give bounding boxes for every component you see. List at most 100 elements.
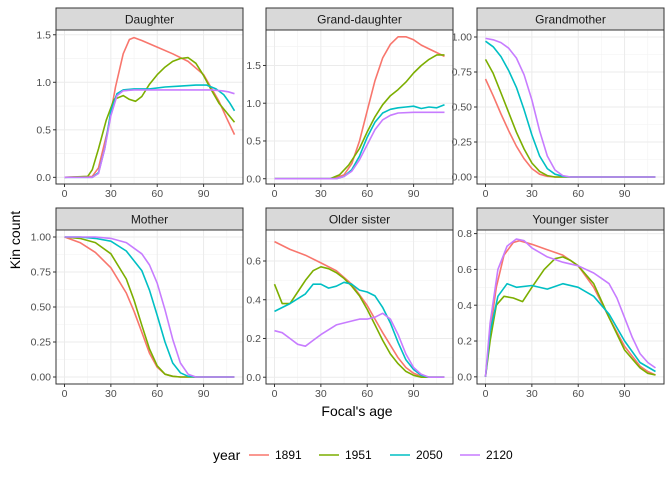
y-tick-label: 0.2 — [457, 336, 472, 348]
x-tick-label: 30 — [526, 388, 538, 400]
x-tick-label: 60 — [572, 388, 584, 400]
y-tick-label: 1.0 — [246, 98, 261, 110]
x-tick-label: 90 — [408, 188, 420, 200]
y-tick-label: 0.50 — [31, 302, 52, 314]
legend-label: 2120 — [486, 448, 513, 462]
panel-younger-sister: Younger sister 0 30 60 90 0.0 0.2 0.4 0.6 0.8 — [457, 207, 665, 400]
y-tick-label: 0.8 — [457, 228, 472, 240]
series-line-2120 — [274, 111, 445, 180]
x-tick-label: 60 — [361, 388, 373, 400]
panel-mother: Mother 0 30 60 90 0.00 0.25 0.50 0.75 1.00 — [31, 207, 244, 400]
panel-background — [477, 230, 664, 384]
series-line-1951 — [484, 59, 656, 178]
x-tick-label: 90 — [198, 388, 210, 400]
legend-label: 2050 — [416, 448, 443, 462]
y-tick-label: 1.5 — [36, 29, 51, 41]
x-tick-label: 0 — [62, 388, 68, 400]
legend-title: year — [213, 447, 241, 463]
panel-title: Daughter — [125, 13, 174, 27]
y-tick-label: 1.0 — [36, 77, 51, 89]
x-tick-label: 60 — [151, 388, 163, 400]
series-line-1891 — [64, 36, 236, 179]
y-axis-title: Kin count — [7, 211, 23, 269]
y-tick-label: 0.00 — [452, 172, 473, 184]
series-line-2050 — [64, 236, 235, 378]
series-line-2050 — [274, 281, 445, 378]
legend-item-2120: 2120 — [460, 448, 513, 462]
x-tick-label: 60 — [572, 188, 584, 200]
x-tick-label: 30 — [105, 388, 117, 400]
series-line-1891 — [274, 240, 445, 378]
y-tick-label: 1.5 — [246, 60, 261, 72]
y-tick-label: 0.5 — [36, 124, 51, 136]
series-line-1951 — [64, 236, 235, 378]
x-tick-label: 30 — [315, 388, 327, 400]
legend-item-2050: 2050 — [390, 448, 443, 462]
series-line-1891 — [274, 36, 445, 180]
panel-daughter: Daughter 0 30 60 90 0.0 0.5 1.0 1.5 — [36, 7, 244, 200]
series-line-2120 — [274, 312, 445, 378]
panel-border — [55, 29, 244, 185]
x-tick-label: 90 — [408, 388, 420, 400]
x-tick-label: 90 — [198, 188, 210, 200]
x-tick-label: 90 — [619, 388, 631, 400]
series-line-1951 — [273, 266, 445, 378]
panel-title: Mother — [131, 213, 168, 227]
y-tick-label: 0.6 — [246, 256, 261, 268]
panel-title: Younger sister — [532, 213, 608, 227]
panel-background — [266, 230, 453, 384]
panel-border — [265, 29, 454, 185]
y-tick-label: 0.4 — [246, 294, 261, 306]
y-tick-label: 0.25 — [31, 337, 52, 349]
y-tick-label: 0.6 — [457, 264, 472, 276]
x-tick-label: 60 — [151, 188, 163, 200]
x-tick-label: 30 — [315, 188, 327, 200]
legend-label: 1951 — [345, 448, 372, 462]
y-tick-label: 0.0 — [246, 173, 261, 185]
legend-label: 1891 — [275, 448, 302, 462]
x-tick-label: 0 — [272, 188, 278, 200]
y-tick-label: 1.00 — [31, 232, 52, 244]
panel-title: Older sister — [329, 213, 390, 227]
y-tick-label: 0.75 — [31, 267, 52, 279]
y-tick-label: 0.75 — [452, 67, 473, 79]
x-tick-label: 30 — [526, 188, 538, 200]
series-line-2120 — [485, 37, 656, 178]
y-tick-label: 0.0 — [246, 372, 261, 384]
y-tick-label: 0.5 — [246, 136, 261, 148]
x-tick-label: 0 — [483, 188, 489, 200]
panel-border — [265, 229, 454, 385]
series-line-1951 — [64, 56, 236, 179]
legend-item-1951: 1951 — [319, 448, 372, 462]
x-tick-label: 0 — [272, 388, 278, 400]
y-tick-label: 0.00 — [31, 372, 52, 384]
panel-title: Grandmother — [535, 13, 606, 27]
y-tick-label: 0.2 — [246, 333, 261, 345]
series-line-1951 — [274, 54, 445, 180]
series-line-2050 — [484, 282, 656, 377]
x-tick-label: 90 — [619, 188, 631, 200]
series-line-2120 — [64, 89, 235, 179]
panel-title: Grand-daughter — [317, 13, 402, 27]
panel-grandmother: Grandmother 0 30 60 90 0.00 0.25 0.50 0.75 1.00 — [452, 7, 665, 200]
series-line-2120 — [484, 238, 656, 377]
y-tick-label: 0.0 — [457, 371, 472, 383]
y-tick-label: 0.4 — [457, 300, 472, 312]
series-line-2120 — [64, 236, 235, 378]
series-line-1891 — [484, 239, 656, 377]
legend-item-1891: 1891 — [249, 448, 302, 462]
panel-background — [56, 30, 243, 184]
y-tick-label: 0.0 — [36, 172, 51, 184]
y-tick-label: 0.50 — [452, 102, 473, 114]
y-tick-label: 1.00 — [452, 32, 473, 44]
x-tick-label: 0 — [62, 188, 68, 200]
series-line-1951 — [484, 256, 656, 377]
x-axis-title: Focal's age — [321, 403, 392, 419]
y-tick-label: 0.25 — [452, 137, 473, 149]
x-tick-label: 60 — [361, 188, 373, 200]
panel-border — [476, 229, 665, 385]
legend: year 1891 1951 2050 2120 — [213, 447, 513, 463]
panel-older-sister: Older sister 0 30 60 90 0.0 0.2 0.4 0.6 — [246, 207, 454, 400]
panels-layer: Daughter 0 30 60 90 0.0 0.5 1.0 1.5 Grand-daughte… — [31, 7, 665, 400]
